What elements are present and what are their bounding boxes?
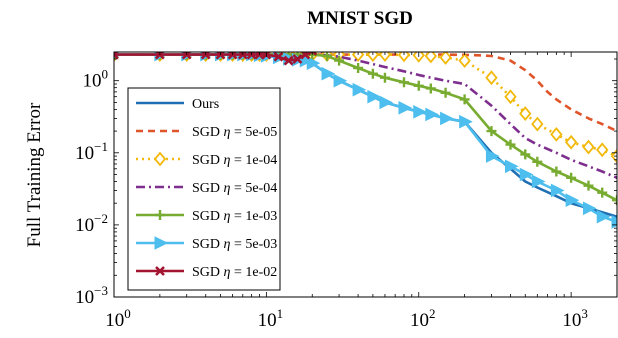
legend-marker-4 [155, 210, 165, 220]
series-layer [114, 52, 617, 229]
series-4-point-29 [551, 166, 562, 177]
series-5-point-19 [379, 95, 394, 110]
series-2-point-22 [424, 52, 437, 64]
series-5-point-15 [321, 66, 336, 81]
series-5-point-22 [425, 107, 439, 122]
series-2-point-29 [550, 126, 563, 142]
legend-label-4: SGD η = 1e-03 [192, 209, 277, 224]
series-2-point-18 [366, 52, 380, 63]
y-tick-label: 10−1 [75, 139, 108, 164]
legend-item-0: Ours [136, 97, 219, 112]
legend-label-5: SGD η = 5e-03 [192, 237, 277, 252]
series-2-point-25 [485, 70, 498, 86]
series-5-point-26 [504, 159, 519, 174]
series-5-point-32 [596, 209, 611, 224]
series-6-point-12 [292, 54, 303, 64]
x-tick-label: 102 [410, 306, 436, 331]
series-1 [114, 53, 617, 133]
legend-label-2: SGD η = 1e-04 [192, 153, 277, 168]
x-tick-label: 101 [258, 306, 284, 331]
series-4-point-15 [322, 52, 333, 62]
legend-item-4: SGD η = 1e-03 [136, 209, 277, 224]
legend-box [127, 87, 281, 291]
legend-label-6: SGD η = 1e-02 [192, 265, 277, 280]
series-2-point-23 [439, 52, 452, 65]
series-4-point-20 [398, 77, 409, 88]
legend-label-3: SGD η = 5e-04 [192, 181, 277, 196]
series-2-point-20 [397, 52, 411, 63]
series-5-point-31 [582, 201, 597, 216]
legend-marker-6 [155, 266, 165, 276]
legend-item-5: SGD η = 5e-03 [136, 236, 277, 252]
series-5-point-14 [306, 56, 321, 70]
series-4-point-28 [532, 156, 543, 167]
series-5-point-20 [398, 101, 413, 115]
series-4-point-22 [425, 83, 436, 94]
series-4-point-33 [612, 195, 617, 206]
legend-item-1: SGD η = 5e-05 [136, 125, 277, 140]
series-line-2 [114, 53, 617, 158]
legend-marker-2 [153, 151, 167, 167]
series-4-point-31 [583, 180, 594, 191]
y-tick-label: 10−3 [75, 283, 108, 308]
series-5-point-23 [440, 111, 454, 126]
series-4-point-32 [597, 187, 608, 198]
series-2-point-32 [596, 142, 609, 158]
y-axis-label: Full Training Error [24, 102, 45, 247]
series-4-point-25 [486, 126, 497, 137]
series-6-point-14 [307, 52, 318, 56]
legend-item-3: SGD η = 5e-04 [136, 181, 277, 196]
series-2-point-26 [504, 89, 517, 105]
series-6-point-10 [273, 52, 284, 62]
series-5-point-18 [367, 89, 382, 104]
series-5-point-30 [565, 193, 580, 208]
series-5-point-29 [550, 183, 565, 198]
series-6-point-13 [300, 52, 311, 60]
series-4-point-24 [459, 94, 470, 105]
legend-label-0: Ours [192, 97, 219, 112]
series-4-point-23 [440, 87, 451, 98]
series-2-point-28 [531, 116, 544, 132]
series-4-point-18 [367, 68, 378, 79]
series-2-point-17 [351, 52, 365, 63]
series-4-point-17 [353, 62, 364, 73]
series-2-point-19 [378, 52, 392, 63]
series-4-point-27 [520, 149, 531, 160]
y-tick-label: 10−2 [75, 211, 108, 236]
legend-marker-5 [154, 236, 169, 250]
series-5-point-28 [531, 174, 546, 189]
series-4-point-19 [379, 72, 390, 83]
series-5-point-16 [333, 73, 348, 88]
legend-label-1: SGD η = 5e-05 [192, 125, 277, 140]
series-4-point-21 [413, 80, 424, 91]
series-5-point-27 [519, 167, 534, 182]
legend-item-2: SGD η = 1e-04 [136, 151, 277, 168]
series-5-point-21 [413, 105, 427, 119]
legend: Ours SGD η = 5e-05 SGD η = 1e-04 SGD η = 5e… [127, 87, 281, 291]
legend-item-6: SGD η = 1e-02 [136, 265, 277, 280]
series-2-point-27 [519, 106, 532, 121]
series-6-point-0 [114, 52, 119, 60]
series-4-point-30 [566, 172, 577, 183]
ticks-layer: 100 101 102 103 100 10−1 10−2 10−3 [75, 52, 618, 331]
series-5-point-24 [459, 114, 473, 129]
series-2-point-31 [582, 139, 595, 155]
series-2-point-24 [458, 53, 471, 68]
series-6-point-15 [314, 52, 324, 54]
series-2-point-30 [564, 134, 578, 150]
series-4-point-26 [505, 139, 516, 150]
chart-title: MNIST SGD [307, 8, 413, 29]
y-tick-label: 100 [83, 67, 109, 92]
x-tick-label: 103 [562, 306, 588, 331]
series-5-point-25 [485, 149, 500, 163]
series-line-1 [114, 53, 617, 133]
series-4-point-16 [334, 55, 345, 66]
x-tick-label: 100 [105, 306, 131, 331]
series-6-point-11 [283, 55, 294, 66]
series-5-point-17 [352, 82, 367, 97]
